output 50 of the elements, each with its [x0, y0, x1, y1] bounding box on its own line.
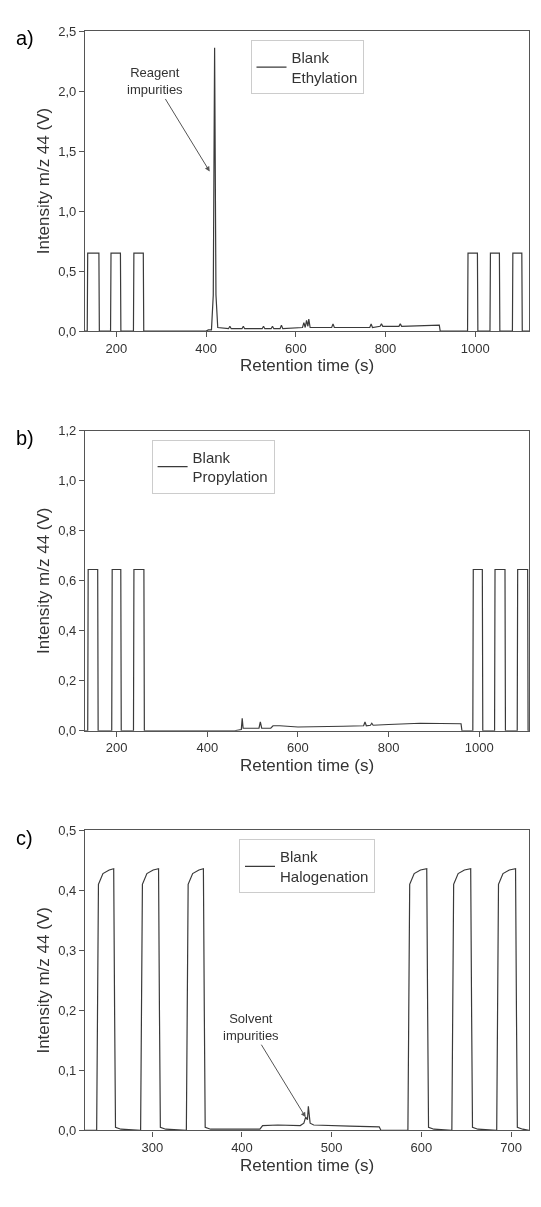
line-series [85, 47, 529, 332]
x-axis-title: Retention time (s) [239, 755, 375, 775]
text: c) [16, 827, 33, 849]
legend-label: Blank Halogenation [280, 848, 369, 885]
y-axis-title: Intensity m/z 44 (V) [33, 107, 53, 255]
x-tick-label: 400 [231, 1140, 253, 1156]
y-tick-label: 2,5 [58, 23, 77, 39]
y-tick-label: 0,6 [58, 573, 77, 589]
y-tick-label: 2,0 [58, 83, 77, 99]
x-tick-label: 1000 [464, 740, 494, 756]
x-tick-label: 200 [105, 740, 128, 756]
y-tick-label: 0,5 [58, 822, 77, 838]
y-tick-label: 0,8 [58, 523, 77, 539]
x-tick-label: 700 [500, 1140, 522, 1156]
x-axis-title: Retention time (s) [239, 356, 375, 376]
y-tick-label: 1,5 [58, 143, 77, 159]
y-tick-label: 0,0 [58, 323, 77, 339]
y-axis-title: Intensity m/z 44 (V) [33, 507, 53, 654]
y-tick-label: 1,0 [58, 203, 77, 219]
x-tick-label: 600 [284, 340, 307, 356]
x-tick-label: 600 [287, 740, 309, 756]
x-tick-label: 200 [105, 340, 128, 356]
y-tick-label: 1,2 [58, 423, 77, 439]
x-tick-label: 800 [374, 340, 397, 356]
y-tick-label: 0,5 [58, 263, 77, 279]
legend-label: Blank Ethylation [291, 49, 358, 86]
y-tick-label: 0,3 [58, 942, 77, 958]
x-tick-label: 500 [320, 1140, 343, 1156]
y-tick-label: 0,2 [58, 673, 77, 689]
line-series [85, 568, 529, 731]
text: b) [16, 427, 34, 449]
x-tick-label: 600 [410, 1140, 433, 1156]
x-tick-label: 300 [141, 1140, 164, 1156]
y-tick-label: 0,4 [58, 882, 77, 898]
y-tick-label: 0,0 [58, 723, 77, 739]
x-tick-label: 800 [377, 740, 400, 756]
text: a) [16, 27, 34, 49]
y-axis-title: Intensity m/z 44 (V) [33, 907, 53, 1054]
y-tick-label: 0,4 [58, 623, 77, 639]
y-tick-label: 0,0 [58, 1122, 77, 1138]
y-tick-label: 0,1 [58, 1062, 77, 1078]
x-tick-label: 400 [195, 340, 217, 356]
annotation: Solvent impurities [223, 1011, 280, 1043]
y-tick-label: 0,2 [58, 1002, 77, 1018]
x-tick-label: 400 [196, 740, 219, 756]
annotation: Reagent impurities [127, 65, 184, 97]
legend-label: Blank Propylation [192, 448, 268, 486]
x-tick-label: 1000 [460, 340, 490, 356]
y-tick-label: 1,0 [58, 473, 77, 489]
x-axis-title: Retention time (s) [239, 1155, 375, 1175]
